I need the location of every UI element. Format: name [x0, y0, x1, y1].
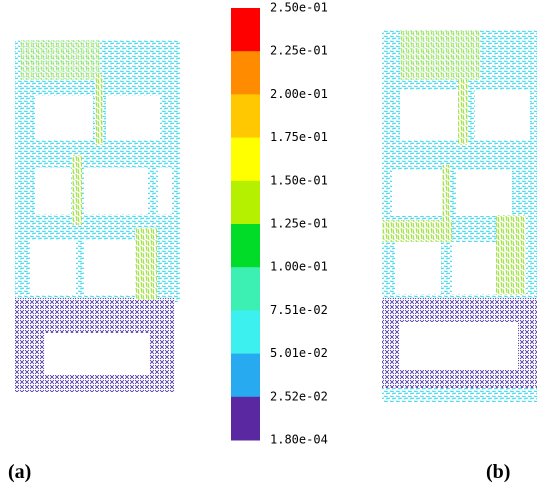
- colorbar-band: [231, 138, 260, 182]
- figure: (a) (b) 2.50e-01 2.25e-01 2.00e-01 1.75e-01…: [0, 0, 539, 487]
- panel-label: (a): [8, 461, 31, 483]
- colorbar-band: [231, 94, 260, 138]
- colorbar-band: [231, 310, 260, 354]
- colorbar-label: 1.80e-04: [270, 433, 328, 447]
- colorbar-label: 2.25e-01: [270, 44, 328, 58]
- colorbar-label: 1.75e-01: [270, 130, 328, 144]
- colorbar-label: 7.51e-02: [270, 303, 328, 317]
- vector-field-b: [382, 30, 537, 402]
- colorbar-label: 2.50e-01: [270, 1, 328, 15]
- colorbar-band: [231, 181, 260, 225]
- colorbar-band: [231, 8, 260, 52]
- vector-field-a: [15, 40, 180, 392]
- colorbar-band: [231, 267, 260, 311]
- colorbar-label: 2.52e-02: [270, 389, 328, 403]
- colorbar-label: 1.25e-01: [270, 217, 328, 231]
- colorbar-band: [231, 397, 260, 441]
- colorbar-label: 1.00e-01: [270, 260, 328, 274]
- colorbar-label: 5.01e-02: [270, 346, 328, 360]
- panel-label: (b): [486, 461, 510, 483]
- colorbar-band: [231, 224, 260, 268]
- colorbar-label: 2.00e-01: [270, 87, 328, 101]
- colorbar-band: [231, 51, 260, 95]
- colorbar-band: [231, 354, 260, 398]
- colorbar-label: 1.50e-01: [270, 173, 328, 187]
